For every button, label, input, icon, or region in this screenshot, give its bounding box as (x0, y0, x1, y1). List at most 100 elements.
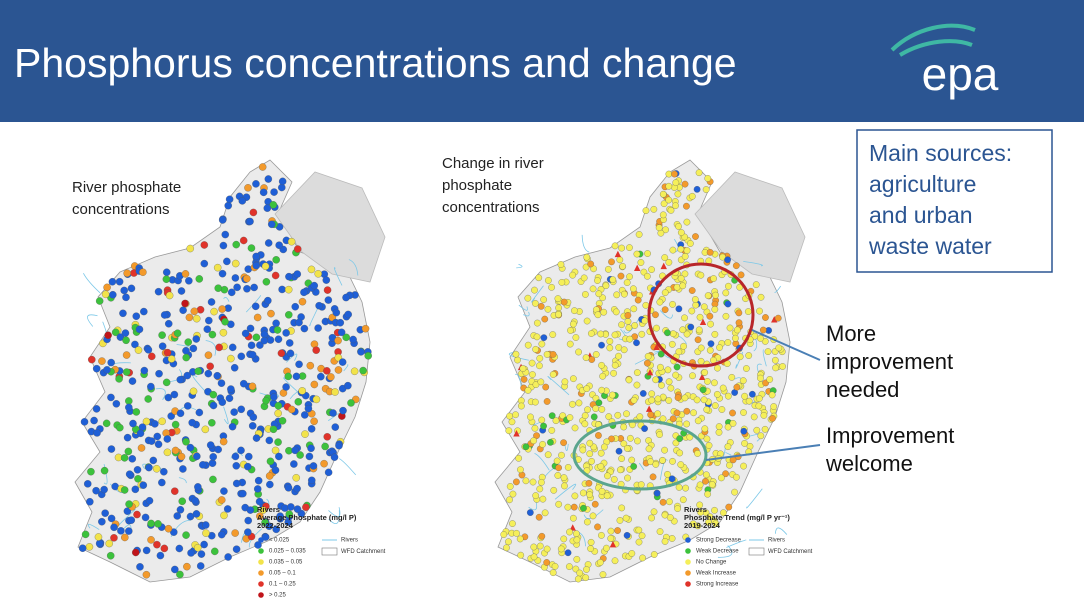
site (588, 539, 594, 545)
site (612, 558, 618, 564)
site (746, 352, 752, 358)
site (218, 496, 225, 503)
site (598, 450, 604, 456)
site (543, 384, 549, 390)
site (666, 499, 672, 505)
site (232, 260, 239, 267)
site (251, 284, 258, 291)
site (638, 481, 644, 487)
site (545, 277, 551, 283)
site (506, 497, 512, 503)
site (245, 453, 252, 460)
site (139, 269, 146, 276)
site (155, 370, 162, 377)
site (512, 412, 518, 418)
site (220, 242, 227, 249)
site (673, 179, 679, 185)
site (81, 418, 88, 425)
site (246, 218, 253, 225)
site (555, 501, 561, 507)
site (558, 261, 564, 267)
site (562, 379, 568, 385)
site (287, 350, 294, 357)
site (295, 398, 302, 405)
site (98, 518, 105, 525)
legend-swatch (685, 548, 691, 554)
site (680, 343, 686, 349)
site (680, 496, 686, 502)
site (772, 365, 778, 371)
site (741, 428, 747, 434)
legend-label: Rivers (768, 538, 785, 544)
site (590, 513, 596, 519)
site (730, 420, 736, 426)
site (182, 270, 189, 277)
site (285, 286, 292, 293)
site (645, 353, 651, 359)
map-caption: River phosphate (72, 179, 181, 196)
site (560, 439, 566, 445)
site (584, 385, 590, 391)
site (163, 379, 170, 386)
site (571, 307, 577, 313)
site (215, 446, 222, 453)
site (618, 322, 624, 328)
site (684, 219, 690, 225)
site (138, 444, 145, 451)
site (662, 289, 668, 295)
site (594, 277, 600, 283)
site (756, 395, 762, 401)
site (141, 367, 148, 374)
site (665, 367, 671, 373)
site (539, 341, 545, 347)
site (316, 302, 323, 309)
site (714, 365, 720, 371)
site (261, 337, 268, 344)
site (195, 368, 202, 375)
site (683, 203, 689, 209)
site (531, 544, 537, 550)
site (102, 291, 109, 298)
site (643, 207, 649, 213)
site (142, 514, 149, 521)
site (311, 418, 318, 425)
site (638, 259, 644, 265)
site (183, 563, 190, 570)
site (186, 314, 193, 321)
site (198, 551, 205, 558)
site (532, 300, 538, 306)
site (249, 383, 256, 390)
site (669, 301, 675, 307)
site (285, 484, 292, 491)
site (567, 341, 573, 347)
site (695, 337, 701, 343)
site (682, 181, 688, 187)
site (605, 266, 611, 272)
site (624, 532, 630, 538)
site (776, 345, 782, 351)
site (678, 275, 684, 281)
site (253, 262, 260, 269)
site (220, 329, 227, 336)
site (610, 370, 616, 376)
legend-heading: 2022-2024 (257, 521, 294, 530)
site (757, 335, 763, 341)
site (582, 291, 588, 297)
site (664, 330, 670, 336)
legend-swatch (685, 581, 691, 587)
site (253, 434, 260, 441)
site (201, 241, 208, 248)
site (771, 403, 777, 409)
site (308, 425, 315, 432)
site (323, 367, 330, 374)
site (165, 394, 172, 401)
site (238, 353, 245, 360)
site (221, 286, 228, 293)
site (342, 294, 349, 301)
site (225, 202, 232, 209)
site (542, 510, 548, 516)
site (240, 237, 247, 244)
site (591, 414, 597, 420)
site (660, 212, 666, 218)
site (716, 423, 722, 429)
